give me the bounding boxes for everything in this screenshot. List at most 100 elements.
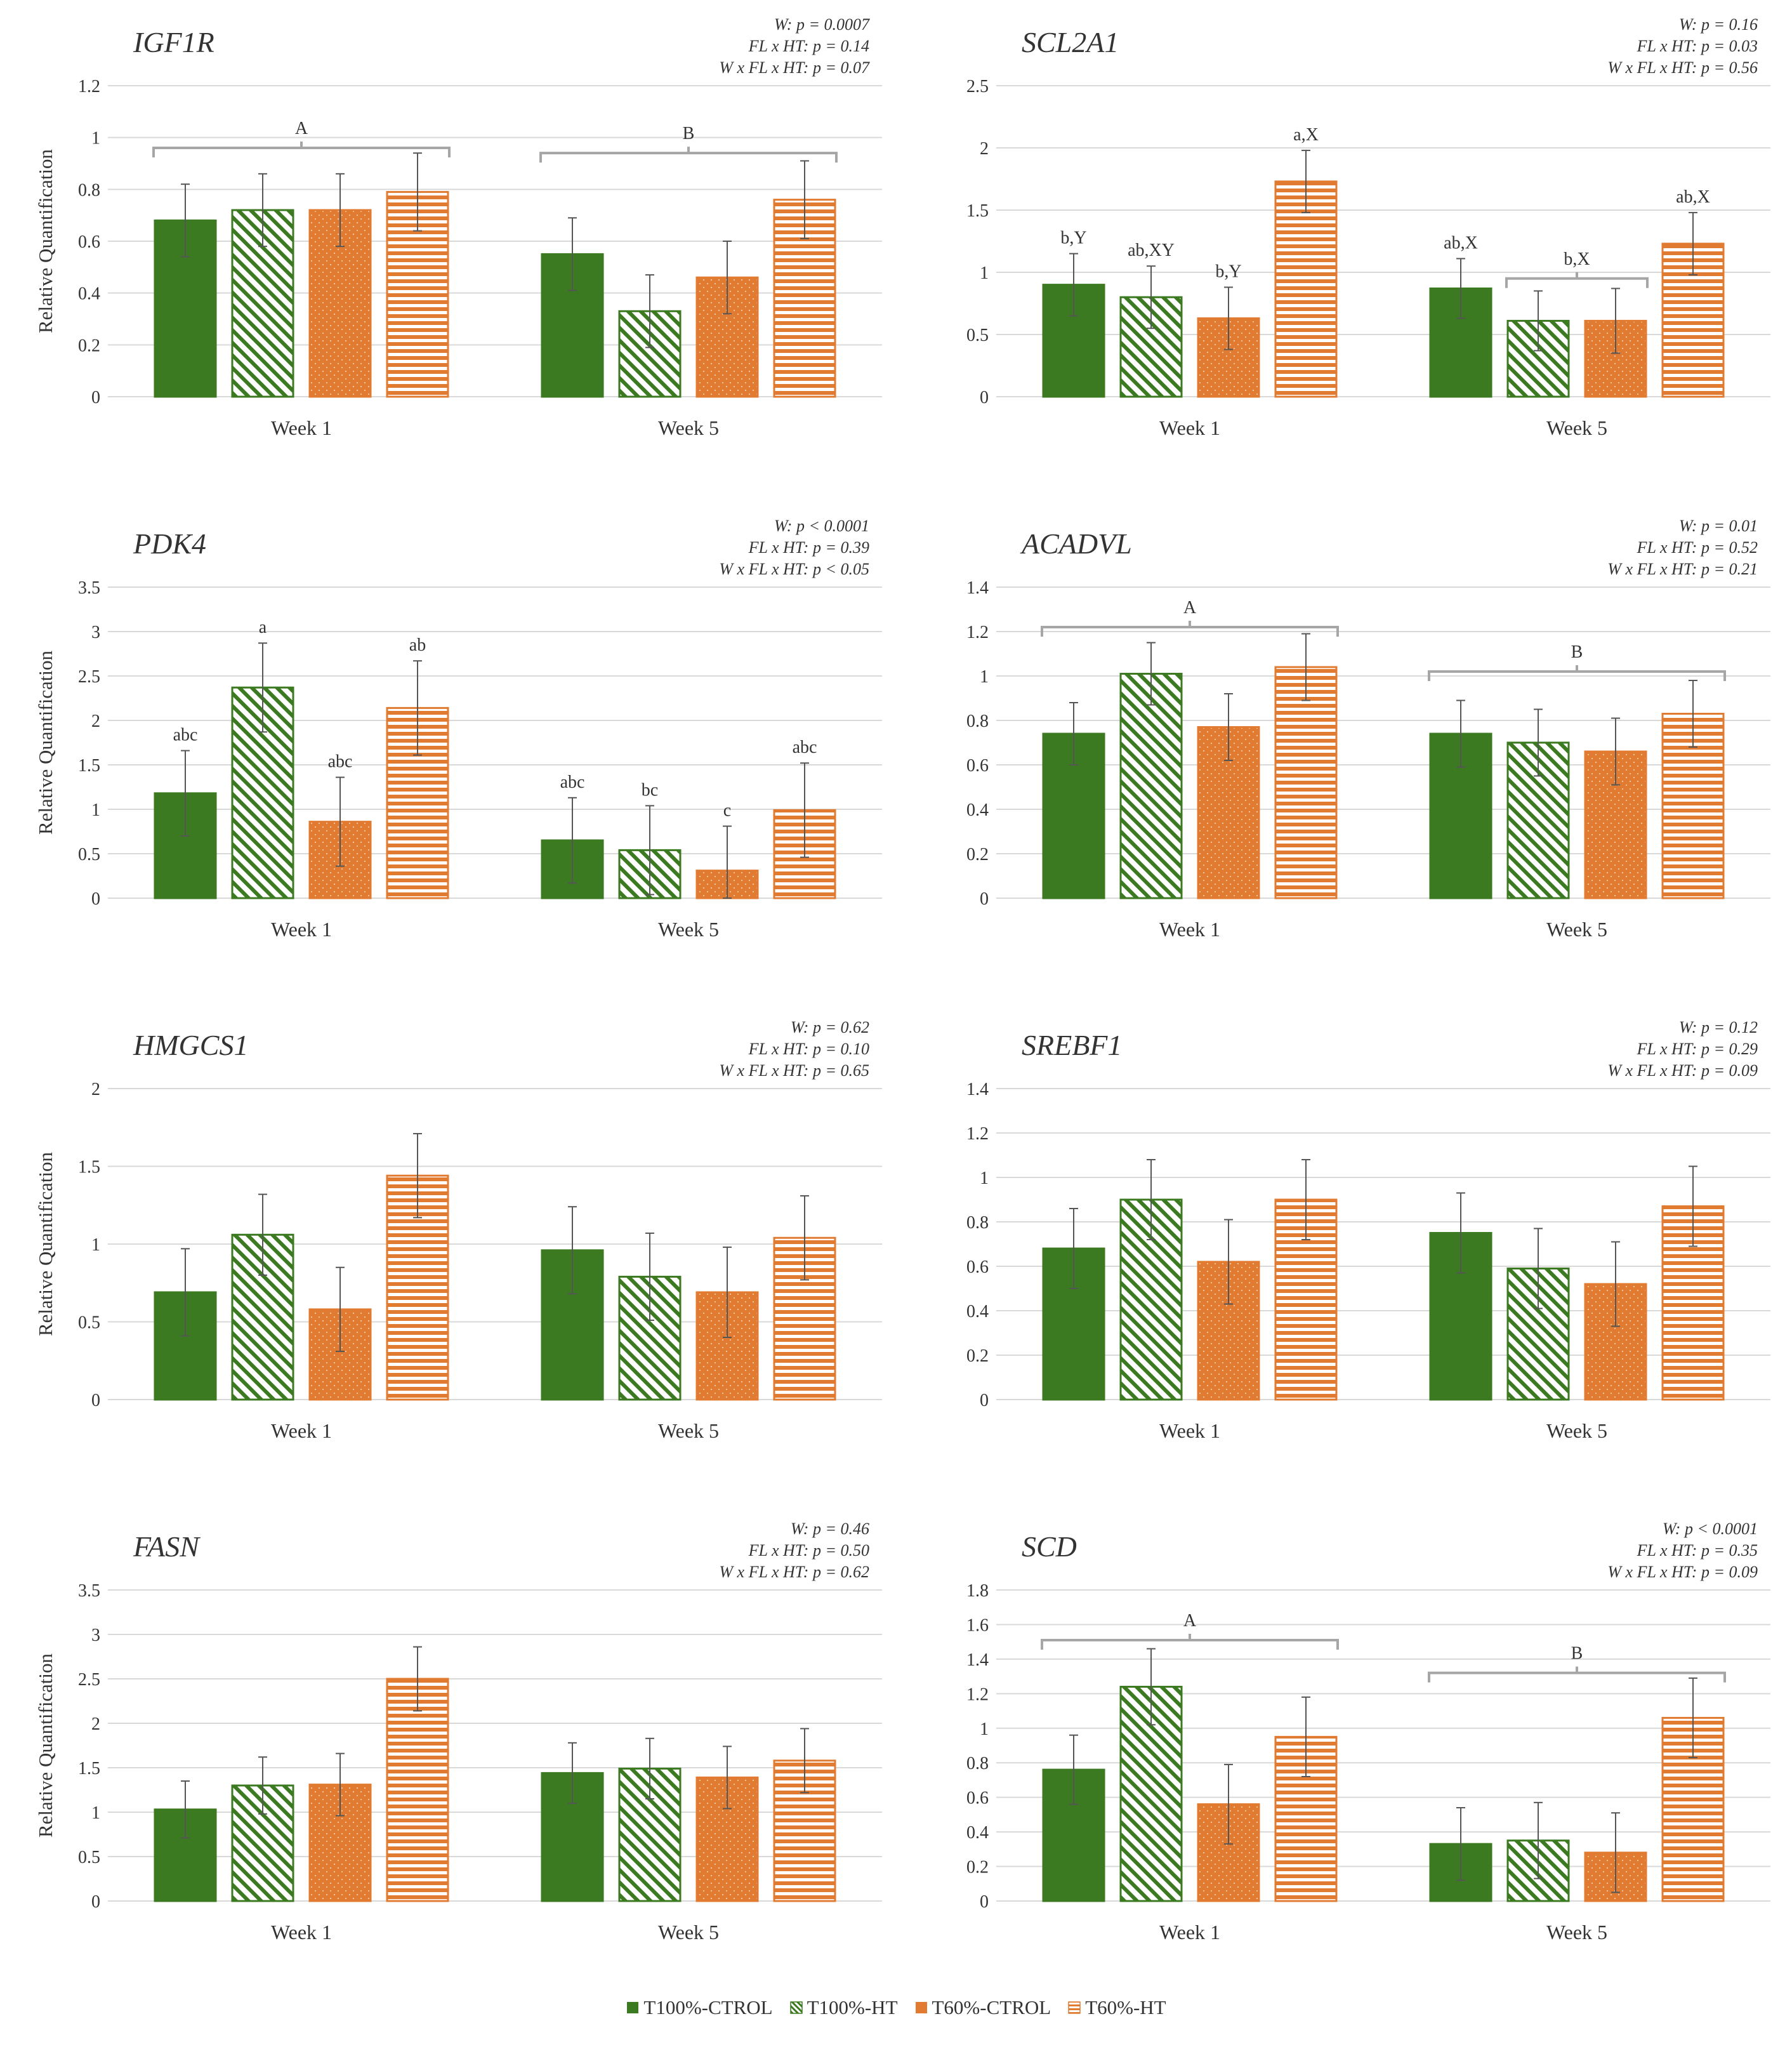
stats-line: W x FL x HT: p = 0.65 [719,1061,869,1080]
gene-title: SCD [1022,1530,1077,1563]
y-tick-label: 0.2 [966,1858,989,1878]
y-tick-label: 0 [91,1391,100,1410]
y-tick-label: 1 [91,800,100,820]
y-tick-label: 2.5 [78,667,100,687]
y-tick-label: 1.2 [966,623,989,642]
group-bracket [539,147,838,163]
stats-line: W: p = 0.46 [791,1520,869,1538]
significance-label: ab [409,635,426,655]
y-tick-label: 0.4 [78,284,100,304]
stats-line: W: p = 0.16 [1679,15,1758,34]
y-tick-label: 0 [980,388,989,407]
panel-scd: 0 0.2 0.4 0.6 0.8 1 1.2 1.4 1.6 1.8 SCD W: p < 0.00… [901,1504,1777,2006]
stats-line: W: p < 0.0001 [774,517,869,535]
category-label: Week 1 [1159,416,1220,439]
y-tick-label: 0 [91,1892,100,1912]
y-tick-label: 2.5 [966,77,989,96]
y-axis-label: Relative Quantification [34,650,56,835]
y-tick-label: 3.5 [78,578,100,598]
stats-line: W x FL x HT: p = 0.07 [719,58,870,77]
y-tick-label: 0 [91,388,100,407]
significance-label: abc [560,772,585,792]
bar [1119,673,1183,899]
group-bracket [1041,1633,1339,1650]
legend-item-t100-ctrol: T100%-CTROL [626,1996,773,2019]
y-tick-label: 0.5 [966,326,989,345]
bar [1274,180,1338,398]
y-axis-label: Relative Quantification [34,149,56,333]
panel-srebf1: 0 0.2 0.4 0.6 0.8 1 1.2 1.4 SREBF1 W: p = 0.12 FL … [901,1003,1777,1504]
gene-title: ACADVL [1020,527,1132,560]
category-label: Week 1 [271,1419,332,1442]
panel-fasn: 0 0.5 1 1.5 2 2.5 3 3.5 Relative Quantification F… [13,1504,888,2006]
significance-label: b,Y [1060,229,1086,248]
bracket-label: B [1571,1644,1583,1664]
y-tick-label: 0.8 [966,1754,989,1773]
y-tick-label: 0.8 [966,1213,989,1233]
chart-svg: 0 0.5 1 1.5 2 2.5 SCL2A1 W: p = 0.16 FL x HT: p … [966,15,1770,439]
gene-title: IGF1R [133,26,214,58]
y-tick-label: 1.4 [966,578,989,598]
category-label: Week 5 [658,1921,719,1944]
stats-line: FL x HT: p = 0.39 [748,538,869,557]
y-tick-label: 0.6 [966,1789,989,1808]
significance-label: b,Y [1215,262,1241,282]
significance-label: abc [173,725,198,745]
y-tick-label: 1 [91,1803,100,1823]
y-tick-label: 1 [980,1169,989,1188]
chart-svg: 0 0.2 0.4 0.6 0.8 1 1.2 1.4 SREBF1 W: p = 0.12 FL … [966,1018,1770,1442]
y-tick-label: 0 [980,1391,989,1410]
panel-acadvl: 0 0.2 0.4 0.6 0.8 1 1.2 1.4 ACADVL W: p = 0.01 FL … [901,501,1777,1003]
y-tick-label: 1.5 [78,1158,100,1177]
significance-label: a,X [1293,125,1319,145]
stats-line: W x FL x HT: p = 0.09 [1607,1061,1758,1080]
significance-label: abc [793,738,817,757]
category-label: Week 5 [1546,918,1607,941]
stats-line: FL x HT: p = 0.35 [1637,1541,1758,1560]
y-tick-label: 1.5 [78,1759,100,1779]
stats-line: W x FL x HT: p = 0.21 [1607,560,1758,578]
y-axis-label: Relative Quantification [34,1151,56,1336]
y-tick-label: 0.6 [78,232,100,252]
y-tick-label: 0.8 [966,712,989,731]
y-tick-label: 0.4 [966,1823,989,1843]
y-tick-label: 0.8 [78,180,100,200]
category-label: Week 5 [658,1419,719,1442]
stats-line: FL x HT: p = 0.03 [1637,37,1758,55]
significance-label: a [259,618,267,637]
y-tick-label: 1.4 [966,1080,989,1099]
category-label: Week 1 [271,1921,332,1944]
y-tick-label: 0.6 [966,756,989,776]
significance-label: abc [328,752,353,772]
stats-line: W x FL x HT: p = 0.56 [1607,58,1758,77]
stats-line: FL x HT: p = 0.50 [748,1541,869,1560]
y-tick-label: 1.2 [78,77,100,96]
stats-line: FL x HT: p = 0.14 [748,37,869,55]
y-tick-label: 0.2 [966,1346,989,1366]
bracket-label: B [683,124,695,143]
stats-line: W: p = 0.0007 [774,15,870,34]
bracket-label: A [1183,598,1197,618]
category-label: Week 5 [1546,1921,1607,1944]
significance-label: c [723,801,731,821]
gene-title: HMGCS1 [133,1029,248,1061]
stats-line: W x FL x HT: p = 0.09 [1607,1563,1758,1581]
legend-item-t60-ctrol: T60%-CTROL [914,1996,1051,2019]
y-tick-label: 0.5 [78,845,100,865]
significance-label: bc [642,780,658,800]
y-tick-label: 1.4 [966,1650,989,1670]
group-bracket [152,142,451,157]
y-tick-label: 1 [980,667,989,687]
y-tick-label: 3.5 [78,1581,100,1601]
significance-label: ab,X [1444,233,1478,253]
y-tick-label: 2 [91,712,100,731]
gene-title: FASN [133,1530,201,1563]
y-tick-label: 2.5 [78,1670,100,1690]
bar [386,1678,449,1902]
y-tick-label: 0.6 [966,1257,989,1277]
bar [1274,666,1338,899]
figure-panels: 0 0.2 0.4 0.6 0.8 1 1.2 Relative Quantification… [34,15,1777,1944]
chart-svg: 0 0.2 0.4 0.6 0.8 1 1.2 1.4 ACADVL W: p = 0.01 FL … [966,517,1770,941]
stats-line: FL x HT: p = 0.29 [1637,1040,1758,1058]
bracket-label: A [295,119,308,138]
